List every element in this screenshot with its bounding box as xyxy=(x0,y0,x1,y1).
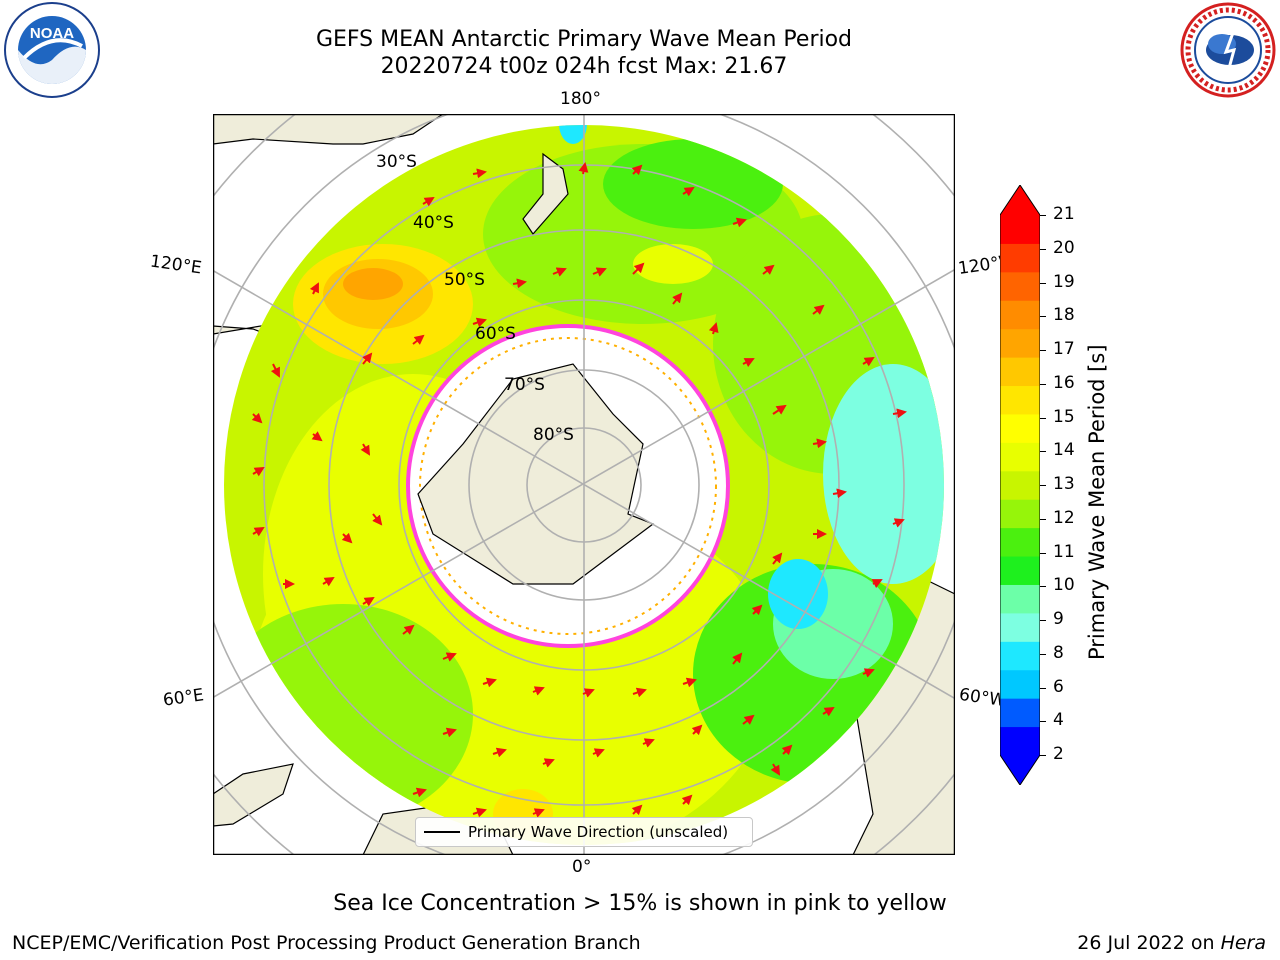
colorbar-tick-mark xyxy=(1040,552,1046,554)
colorbar-under-triangle xyxy=(1000,755,1040,785)
colorbar-segment xyxy=(1000,556,1040,585)
colorbar-tick-label: 17 xyxy=(1053,339,1075,359)
colorbar-segment xyxy=(1000,243,1040,273)
lon-label-upper-left: 120°E xyxy=(148,251,203,279)
colorbar-segment xyxy=(1000,470,1040,500)
nws-logo xyxy=(1180,2,1276,98)
colorbar-tick-label: 9 xyxy=(1053,609,1064,629)
lat-label-30s: 30°S xyxy=(376,152,417,172)
colorbar-tick-mark xyxy=(1040,586,1046,588)
colorbar-label: Primary Wave Mean Period [s] xyxy=(1085,344,1109,660)
colorbar-tick-mark xyxy=(1040,755,1046,756)
colorbar-segment xyxy=(1000,499,1040,529)
colorbar-tick-mark xyxy=(1040,485,1046,486)
colorbar-segment xyxy=(1000,215,1040,244)
colorbar-tick-mark xyxy=(1040,518,1046,520)
map-legend: Primary Wave Direction (unscaled) xyxy=(415,817,753,847)
lon-label-top: 180° xyxy=(560,89,601,109)
colorbar-tick-mark xyxy=(1040,215,1046,216)
colorbar-tick-label: 6 xyxy=(1053,676,1064,697)
colorbar-tick-mark xyxy=(1040,316,1046,318)
polar-map xyxy=(213,114,955,855)
colorbar-segment xyxy=(1000,300,1040,330)
colorbar-segment xyxy=(1000,669,1040,699)
legend-label: Primary Wave Direction (unscaled) xyxy=(468,823,729,841)
colorbar-tick-mark xyxy=(1040,620,1046,621)
colorbar-over-triangle xyxy=(1000,185,1040,215)
colorbar-tick-label: 14 xyxy=(1053,440,1075,461)
colorbar-tick-mark xyxy=(1040,350,1046,351)
colorbar-tick-label: 2 xyxy=(1053,744,1064,764)
colorbar-tick-mark xyxy=(1040,687,1046,689)
lon-label-bottom: 0° xyxy=(572,857,592,877)
colorbar-tick-label: 11 xyxy=(1053,541,1075,562)
colorbar-segment xyxy=(1000,698,1040,728)
colorbar-tick-label: 19 xyxy=(1053,271,1075,292)
colorbar-tick-label: 8 xyxy=(1053,642,1064,663)
lat-label-50s: 50°S xyxy=(444,270,485,290)
colorbar-tick-mark xyxy=(1040,653,1046,655)
colorbar-tick-label: 21 xyxy=(1053,204,1075,224)
footer-host: Hera xyxy=(1220,932,1266,954)
colorbar-tick-label: 16 xyxy=(1053,372,1075,393)
colorbar-segment xyxy=(1000,612,1040,642)
colorbar-tick-mark xyxy=(1040,417,1046,419)
lat-label-40s: 40°S xyxy=(413,213,454,233)
colorbar-tick-mark xyxy=(1040,248,1046,250)
colorbar-segment xyxy=(1000,357,1040,387)
colorbar xyxy=(1000,185,1040,785)
colorbar-tick-label: 10 xyxy=(1053,575,1075,596)
footer-date: 26 Jul 2022 on Hera xyxy=(1077,932,1266,954)
colorbar-segment xyxy=(1000,413,1040,443)
colorbar-tick-label: 13 xyxy=(1053,474,1075,494)
colorbar-segment xyxy=(1000,328,1040,358)
colorbar-tick-mark xyxy=(1040,451,1046,453)
noaa-logo-text: NOAA xyxy=(30,25,74,42)
colorbar-tick-label: 4 xyxy=(1053,710,1064,731)
footer-branch: NCEP/EMC/Verification Post Processing Pr… xyxy=(12,932,641,954)
legend-line-swatch xyxy=(424,831,460,833)
noaa-logo: NOAA xyxy=(4,2,100,98)
forecast-subtitle: 20220724 t00z 024h fcst Max: 21.67 xyxy=(380,54,788,79)
colorbar-tick-label: 12 xyxy=(1053,507,1075,528)
colorbar-segment xyxy=(1000,385,1040,415)
map-title: GEFS MEAN Antarctic Primary Wave Mean Pe… xyxy=(315,27,853,52)
colorbar-segment xyxy=(1000,442,1040,472)
lon-label-lower-left: 60°E xyxy=(161,685,206,711)
colorbar-segment xyxy=(1000,641,1040,671)
colorbar-segment xyxy=(1000,527,1040,557)
colorbar-tick-label: 18 xyxy=(1053,305,1075,326)
lat-label-60s: 60°S xyxy=(475,324,516,344)
colorbar-segment xyxy=(1000,271,1040,301)
colorbar-tick-mark xyxy=(1040,721,1046,723)
colorbar-segment xyxy=(1000,726,1040,756)
colorbar-tick-mark xyxy=(1040,383,1046,385)
colorbar-tick-label: 15 xyxy=(1053,406,1075,427)
sea-ice-caption: Sea Ice Concentration > 15% is shown in … xyxy=(333,891,947,916)
colorbar-segment xyxy=(1000,584,1040,614)
colorbar-tick-label: 20 xyxy=(1053,237,1075,258)
colorbar-tick-mark xyxy=(1040,282,1046,284)
lat-label-70s: 70°S xyxy=(504,375,545,395)
lat-label-80s: 80°S xyxy=(533,425,574,445)
footer-date-text: 26 Jul 2022 on xyxy=(1077,932,1221,954)
